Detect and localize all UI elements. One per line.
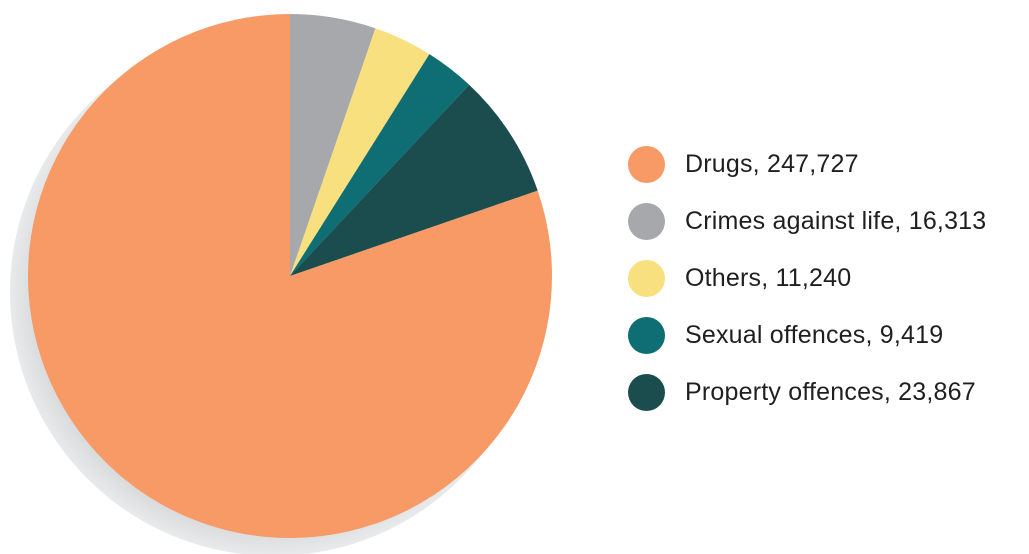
pie-slice-crimes-against-life (290, 14, 376, 276)
legend-item-sexual-offences: Sexual offences, 9,419 (628, 307, 986, 364)
legend-item-others: Others, 11,240 (628, 250, 986, 307)
pie-slice-drugs (28, 14, 553, 538)
legend-swatch (628, 146, 665, 183)
legend-label: Others, 11,240 (685, 264, 852, 292)
legend: Drugs, 247,727 Crimes against life, 16,3… (628, 136, 986, 421)
legend-item-drugs: Drugs, 247,727 (628, 136, 986, 193)
legend-swatch (628, 260, 665, 297)
pie-slice-others (290, 28, 430, 276)
pie-slices (28, 14, 553, 538)
pie-slice-property-offences (290, 84, 538, 276)
legend-item-property-offences: Property offences, 23,867 (628, 364, 986, 421)
legend-label: Property offences, 23,867 (685, 378, 976, 406)
legend-swatch (628, 317, 665, 354)
legend-label: Sexual offences, 9,419 (685, 321, 944, 349)
legend-label: Drugs, 247,727 (685, 150, 859, 178)
legend-label: Crimes against life, 16,313 (685, 207, 987, 235)
legend-item-crimes-against-life: Crimes against life, 16,313 (628, 193, 986, 250)
pie-slice-sexual-offences (290, 54, 470, 277)
pie-chart (10, 14, 553, 554)
legend-swatch (628, 203, 665, 240)
legend-swatch (628, 374, 665, 411)
